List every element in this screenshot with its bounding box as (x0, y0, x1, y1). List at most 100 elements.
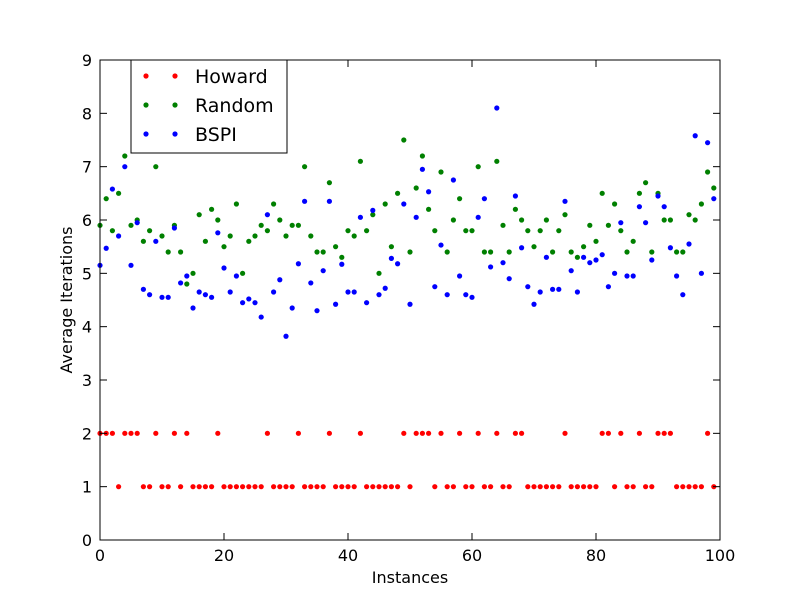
point-howard-67 (512, 430, 519, 436)
point-howard-97 (698, 484, 705, 490)
point-howard-6 (134, 430, 140, 436)
point-howard-96 (692, 484, 698, 490)
point-random-73 (550, 249, 556, 255)
point-random-5 (128, 222, 134, 228)
point-howard-44 (370, 484, 376, 490)
point-howard-65 (500, 484, 506, 490)
point-bspi-46 (382, 285, 388, 291)
point-random-86 (630, 238, 636, 244)
point-howard-29 (277, 484, 283, 490)
point-bspi-38 (333, 301, 339, 307)
point-random-69 (525, 228, 531, 234)
point-bspi-27 (264, 212, 270, 218)
point-howard-11 (165, 484, 171, 490)
point-bspi-6 (134, 220, 140, 226)
point-random-27 (264, 228, 270, 234)
point-bspi-94 (680, 292, 686, 298)
point-random-28 (271, 201, 277, 207)
point-bspi-12 (171, 225, 177, 231)
point-random-84 (618, 228, 624, 234)
point-howard-70 (531, 484, 537, 490)
point-random-57 (450, 217, 456, 223)
point-bspi-41 (351, 289, 357, 295)
point-howard-55 (438, 430, 444, 436)
point-bspi-10 (159, 294, 165, 300)
point-bspi-57 (450, 177, 456, 183)
point-bspi-43 (364, 300, 370, 306)
point-howard-61 (475, 430, 481, 436)
point-random-56 (444, 249, 450, 255)
point-howard-13 (178, 484, 184, 490)
point-random-45 (376, 270, 382, 276)
point-bspi-72 (543, 254, 550, 260)
point-random-58 (457, 196, 463, 202)
point-howard-5 (128, 430, 134, 436)
point-random-79 (587, 222, 593, 228)
point-bspi-61 (475, 214, 481, 220)
point-bspi-96 (692, 133, 698, 139)
point-bspi-78 (581, 254, 587, 260)
point-howard-27 (264, 430, 270, 436)
point-howard-88 (643, 484, 649, 490)
point-howard-95 (686, 484, 692, 490)
point-bspi-53 (426, 189, 432, 195)
point-random-55 (438, 169, 444, 175)
data-points (97, 105, 717, 490)
point-bspi-35 (314, 308, 320, 314)
point-bspi-70 (531, 301, 537, 307)
point-random-17 (202, 238, 208, 244)
point-bspi-90 (655, 193, 661, 199)
legend-label-howard: Howard (195, 66, 268, 88)
point-random-59 (463, 228, 469, 234)
point-bspi-22 (233, 273, 239, 279)
y-tick-label: 3 (82, 371, 92, 390)
point-random-4 (122, 153, 128, 159)
point-howard-68 (519, 430, 525, 436)
point-random-44 (370, 212, 376, 218)
point-howard-34 (308, 484, 314, 490)
point-howard-21 (227, 484, 233, 490)
point-howard-7 (140, 484, 146, 490)
y-tick-label: 5 (82, 264, 92, 283)
x-tick-label: 100 (705, 546, 736, 565)
point-random-98 (705, 169, 711, 175)
point-howard-2 (109, 430, 115, 436)
point-howard-42 (357, 430, 363, 436)
point-howard-19 (215, 430, 221, 436)
point-bspi-11 (165, 294, 171, 300)
point-bspi-80 (593, 257, 599, 263)
point-random-75 (562, 212, 568, 218)
point-howard-93 (674, 484, 680, 490)
point-howard-32 (295, 430, 301, 436)
point-howard-75 (562, 430, 568, 436)
point-bspi-83 (612, 270, 618, 276)
point-bspi-98 (705, 140, 711, 146)
legend-marker-bspi (143, 131, 149, 137)
point-howard-47 (388, 484, 394, 490)
point-howard-56 (444, 484, 450, 490)
point-random-94 (680, 249, 686, 255)
point-random-71 (537, 228, 543, 234)
point-bspi-71 (537, 289, 543, 295)
point-random-39 (339, 254, 345, 260)
point-bspi-39 (339, 261, 345, 267)
plot-frame (99, 59, 721, 541)
x-tick-label: 20 (214, 546, 234, 565)
point-howard-87 (636, 430, 643, 436)
point-howard-94 (680, 484, 686, 490)
point-bspi-30 (283, 333, 289, 339)
point-random-47 (388, 244, 394, 250)
point-random-1 (103, 196, 109, 202)
point-bspi-89 (649, 257, 655, 263)
point-howard-50 (407, 484, 413, 490)
point-random-65 (500, 222, 506, 228)
point-bspi-59 (463, 292, 469, 298)
point-howard-14 (184, 430, 190, 436)
point-random-54 (432, 228, 438, 234)
point-random-26 (258, 222, 264, 228)
point-howard-82 (605, 430, 612, 436)
point-random-37 (326, 180, 332, 186)
point-random-14 (184, 281, 190, 287)
point-howard-40 (345, 484, 351, 490)
point-bspi-99 (711, 196, 717, 202)
